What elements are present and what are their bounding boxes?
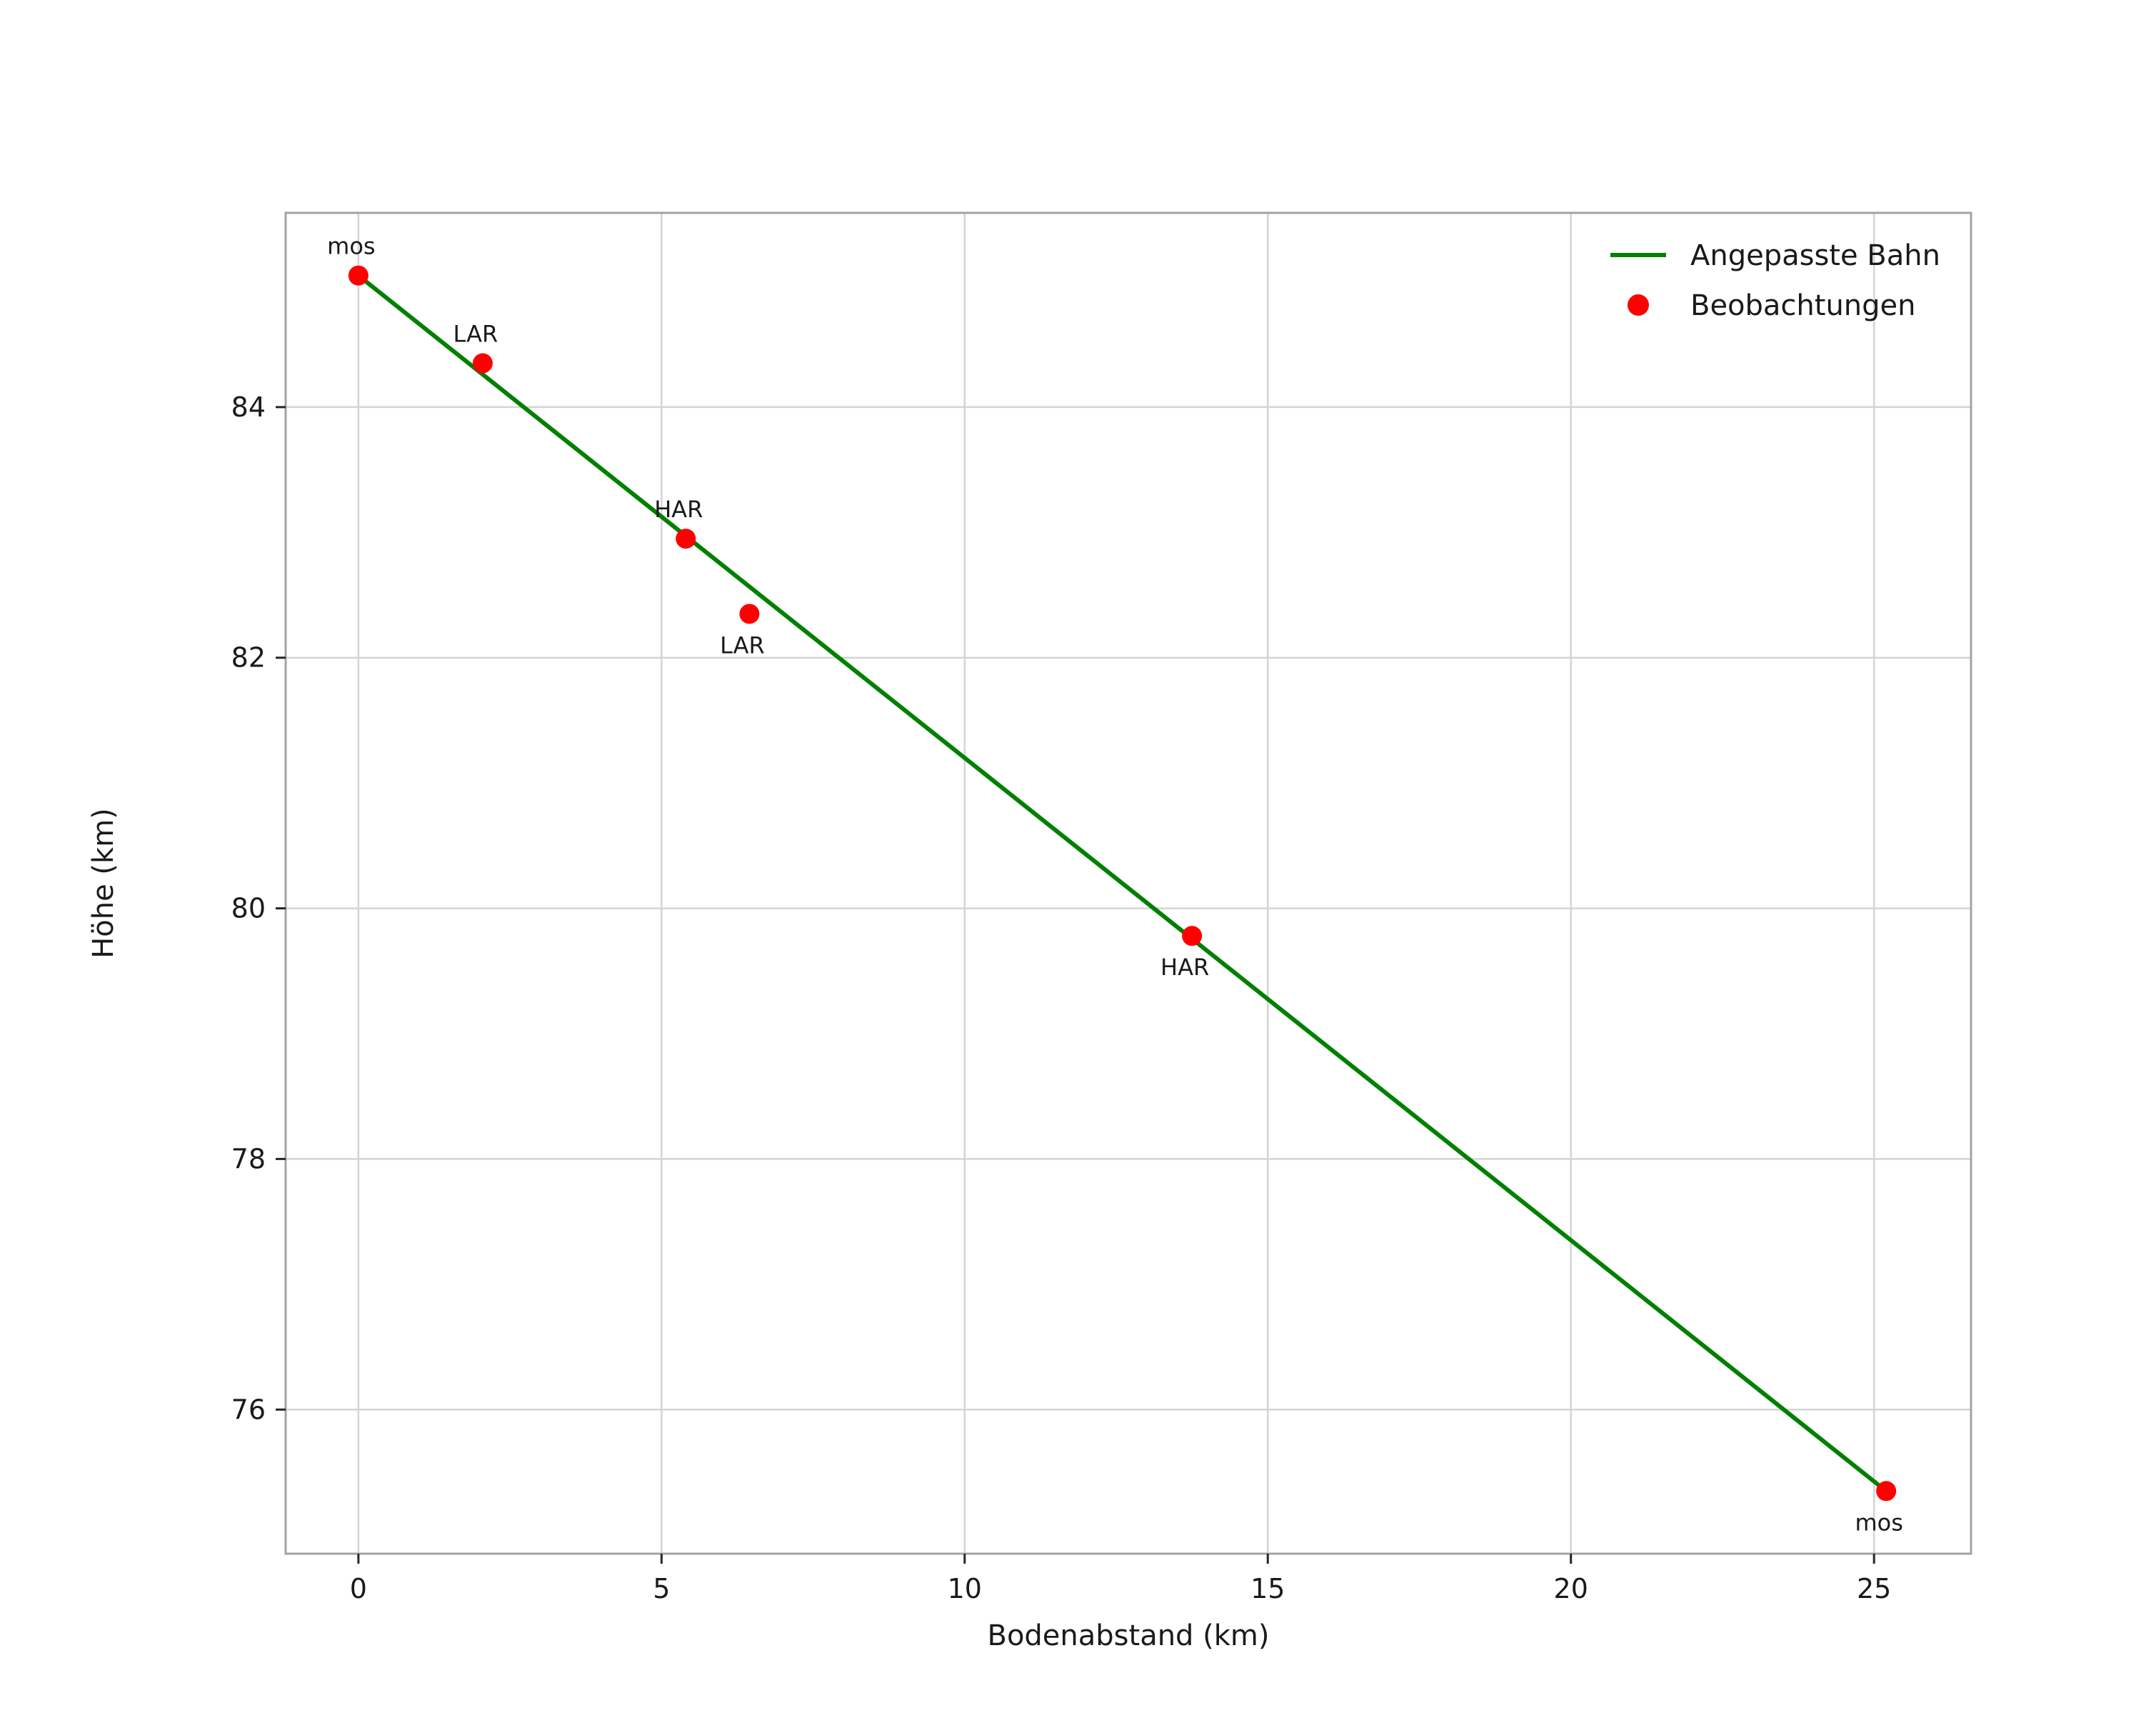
point-annotation: HAR [1160,954,1209,981]
point-annotation: mos [1855,1509,1902,1536]
x-tick-label: 20 [1554,1573,1588,1604]
y-tick-label: 78 [231,1143,266,1174]
legend-label: Beobachtungen [1690,289,1916,322]
x-tick-label: 10 [948,1573,982,1604]
y-tick-label: 82 [231,642,266,674]
x-tick-label: 5 [653,1573,670,1604]
data-point [1182,926,1203,947]
point-annotation: HAR [654,496,703,523]
data-point [1876,1481,1897,1502]
y-axis-label: Höhe (km) [87,808,120,959]
fitted-line [356,273,1889,1494]
plot-border [284,211,1972,1555]
grid [286,213,1971,1554]
x-tick-label: 25 [1857,1573,1891,1604]
data-point [739,604,760,624]
y-tick-label: 84 [231,391,266,423]
x-axis-label: Bodenabstand (km) [988,1619,1270,1652]
y-tick-label: 80 [231,893,266,924]
data-point [472,353,493,374]
legend-point-swatch [1628,294,1649,316]
point-annotation: LAR [453,321,498,348]
data-point [348,265,368,286]
data-point [676,529,696,549]
ticks [276,406,1875,1564]
point-annotation: mos [327,233,375,260]
point-annotation: LAR [720,631,765,659]
y-tick-label: 76 [231,1394,266,1425]
x-tick-label: 15 [1250,1573,1285,1604]
x-tick-label: 0 [350,1573,367,1604]
legend-label: Angepasste Bahn [1690,239,1940,272]
